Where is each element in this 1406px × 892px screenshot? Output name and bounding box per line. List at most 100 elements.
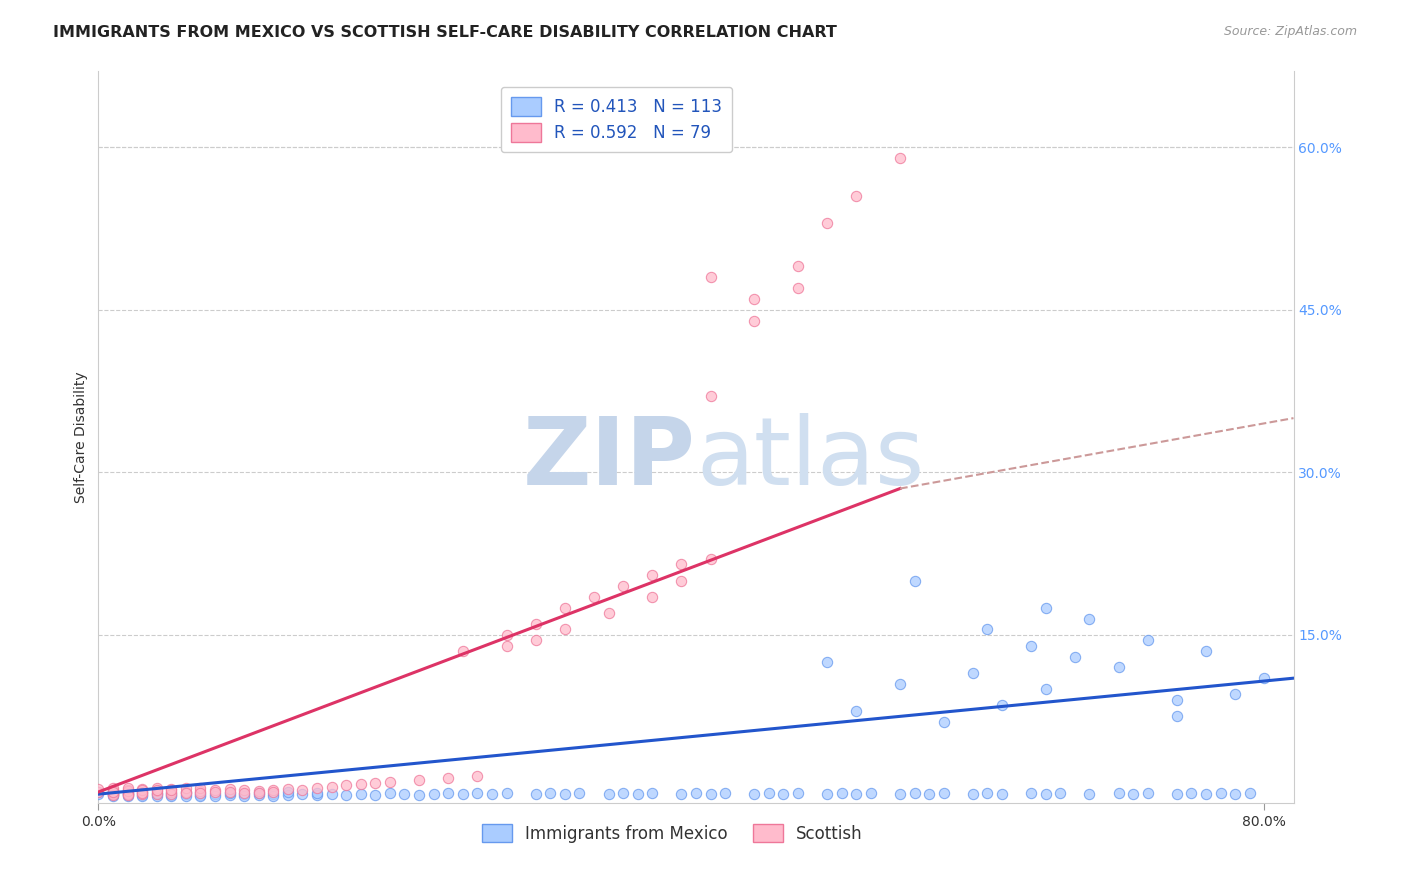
Scottish (87, 785, 110, 799)
Scottish (145, 782, 167, 797)
Immigrants from Mexico (627, 787, 650, 801)
Immigrants from Mexico (408, 788, 430, 802)
Scottish (350, 777, 373, 791)
Scottish (815, 216, 838, 230)
Immigrants from Mexico (145, 786, 167, 800)
Scottish (131, 786, 153, 800)
Scottish (174, 785, 197, 799)
Scottish (335, 779, 357, 793)
Immigrants from Mexico (174, 787, 197, 801)
Immigrants from Mexico (305, 786, 328, 800)
Immigrants from Mexico (131, 785, 153, 799)
Scottish (160, 782, 183, 797)
Immigrants from Mexico (277, 785, 299, 799)
Scottish (117, 786, 139, 800)
Scottish (742, 313, 765, 327)
Immigrants from Mexico (1035, 681, 1057, 696)
Immigrants from Mexico (160, 786, 183, 800)
Immigrants from Mexico (1136, 633, 1159, 648)
Scottish (101, 786, 124, 800)
Immigrants from Mexico (1035, 600, 1057, 615)
Scottish (291, 782, 314, 797)
Immigrants from Mexico (742, 787, 765, 801)
Immigrants from Mexico (815, 787, 838, 801)
Immigrants from Mexico (1019, 639, 1042, 653)
Immigrants from Mexico (131, 789, 153, 804)
Immigrants from Mexico (671, 787, 693, 801)
Immigrants from Mexico (204, 787, 226, 801)
Scottish (262, 782, 284, 797)
Immigrants from Mexico (305, 788, 328, 802)
Scottish (160, 781, 183, 796)
Immigrants from Mexico (976, 786, 998, 800)
Immigrants from Mexico (918, 787, 941, 801)
Immigrants from Mexico (845, 787, 868, 801)
Immigrants from Mexico (787, 786, 810, 800)
Immigrants from Mexico (889, 676, 911, 690)
Immigrants from Mexico (117, 789, 139, 804)
Immigrants from Mexico (772, 787, 794, 801)
Immigrants from Mexico (291, 787, 314, 801)
Text: ZIP: ZIP (523, 413, 696, 505)
Immigrants from Mexico (1166, 693, 1188, 707)
Scottish (787, 281, 810, 295)
Immigrants from Mexico (714, 786, 737, 800)
Immigrants from Mexico (1108, 786, 1130, 800)
Scottish (524, 633, 547, 648)
Immigrants from Mexico (1035, 787, 1057, 801)
Immigrants from Mexico (364, 788, 387, 802)
Immigrants from Mexico (160, 788, 183, 802)
Immigrants from Mexico (991, 698, 1014, 713)
Scottish (204, 785, 226, 799)
Immigrants from Mexico (991, 787, 1014, 801)
Immigrants from Mexico (859, 786, 882, 800)
Immigrants from Mexico (481, 787, 503, 801)
Scottish (131, 781, 153, 796)
Immigrants from Mexico (233, 789, 256, 804)
Immigrants from Mexico (87, 785, 110, 799)
Immigrants from Mexico (932, 786, 955, 800)
Immigrants from Mexico (247, 788, 270, 802)
Immigrants from Mexico (145, 789, 167, 804)
Immigrants from Mexico (1180, 786, 1202, 800)
Immigrants from Mexico (1225, 688, 1247, 702)
Immigrants from Mexico (1078, 611, 1101, 625)
Immigrants from Mexico (1239, 786, 1261, 800)
Scottish (233, 786, 256, 800)
Text: Source: ZipAtlas.com: Source: ZipAtlas.com (1223, 25, 1357, 38)
Scottish (131, 787, 153, 801)
Y-axis label: Self-Care Disability: Self-Care Disability (75, 371, 89, 503)
Immigrants from Mexico (1078, 787, 1101, 801)
Immigrants from Mexico (699, 787, 721, 801)
Scottish (467, 769, 489, 783)
Scottish (160, 785, 183, 799)
Immigrants from Mexico (889, 787, 911, 801)
Immigrants from Mexico (467, 786, 489, 800)
Scottish (524, 617, 547, 632)
Scottish (131, 785, 153, 799)
Scottish (117, 788, 139, 802)
Scottish (190, 784, 212, 798)
Immigrants from Mexico (1019, 786, 1042, 800)
Immigrants from Mexico (262, 789, 284, 804)
Scottish (233, 782, 256, 797)
Scottish (247, 786, 270, 800)
Immigrants from Mexico (1108, 660, 1130, 674)
Scottish (845, 189, 868, 203)
Immigrants from Mexico (845, 704, 868, 718)
Immigrants from Mexico (218, 786, 240, 800)
Immigrants from Mexico (101, 784, 124, 798)
Scottish (277, 781, 299, 796)
Scottish (495, 628, 517, 642)
Legend: R = 0.413   N = 113, R = 0.592   N = 79: R = 0.413 N = 113, R = 0.592 N = 79 (501, 87, 733, 153)
Scottish (101, 780, 124, 795)
Immigrants from Mexico (758, 786, 780, 800)
Scottish (145, 787, 167, 801)
Immigrants from Mexico (1136, 786, 1159, 800)
Immigrants from Mexico (495, 786, 517, 800)
Scottish (145, 784, 167, 798)
Immigrants from Mexico (262, 787, 284, 801)
Immigrants from Mexico (117, 786, 139, 800)
Immigrants from Mexico (277, 788, 299, 802)
Scottish (174, 780, 197, 795)
